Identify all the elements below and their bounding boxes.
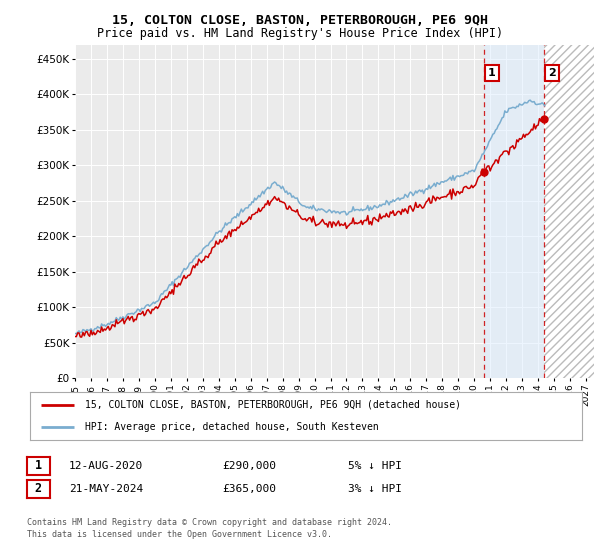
Text: This data is licensed under the Open Government Licence v3.0.: This data is licensed under the Open Gov… [27, 530, 332, 539]
Text: 15, COLTON CLOSE, BASTON, PETERBOROUGH, PE6 9QH: 15, COLTON CLOSE, BASTON, PETERBOROUGH, … [112, 14, 488, 27]
Text: 12-AUG-2020: 12-AUG-2020 [69, 461, 143, 471]
Text: HPI: Average price, detached house, South Kesteven: HPI: Average price, detached house, Sout… [85, 422, 379, 432]
Text: 5% ↓ HPI: 5% ↓ HPI [348, 461, 402, 471]
Text: 1: 1 [488, 68, 496, 78]
Text: 21-MAY-2024: 21-MAY-2024 [69, 484, 143, 494]
Text: Price paid vs. HM Land Registry's House Price Index (HPI): Price paid vs. HM Land Registry's House … [97, 27, 503, 40]
Text: 1: 1 [35, 459, 42, 473]
Bar [544, 45, 594, 378]
Text: 2: 2 [548, 68, 556, 78]
Text: Contains HM Land Registry data © Crown copyright and database right 2024.: Contains HM Land Registry data © Crown c… [27, 518, 392, 527]
Text: £365,000: £365,000 [222, 484, 276, 494]
Bar [544, 45, 594, 378]
Text: 15, COLTON CLOSE, BASTON, PETERBOROUGH, PE6 9QH (detached house): 15, COLTON CLOSE, BASTON, PETERBOROUGH, … [85, 400, 461, 410]
Bar [484, 45, 544, 378]
Text: £290,000: £290,000 [222, 461, 276, 471]
Text: 2: 2 [35, 482, 42, 496]
Text: 3% ↓ HPI: 3% ↓ HPI [348, 484, 402, 494]
